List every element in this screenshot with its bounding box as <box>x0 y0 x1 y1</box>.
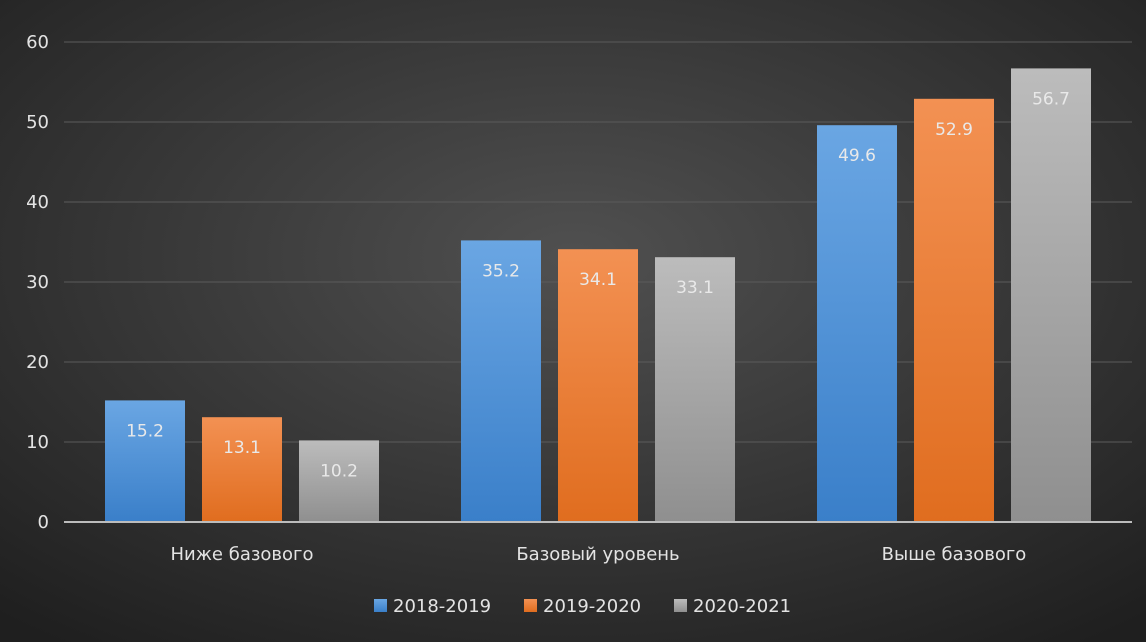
legend-swatch <box>674 599 687 612</box>
data-label: 56.7 <box>1032 89 1070 109</box>
bar <box>914 98 994 523</box>
category-label: Выше базового <box>882 544 1027 565</box>
data-label: 49.6 <box>838 146 876 166</box>
bar <box>461 240 541 522</box>
legend: 2018-2019 2019-2020 2020-2021 <box>374 596 791 617</box>
category-label: Ниже базового <box>170 544 313 565</box>
bar <box>817 125 897 522</box>
y-tick-label: 20 <box>26 352 49 373</box>
y-tick-label: 30 <box>26 272 49 293</box>
data-label: 10.2 <box>320 461 358 481</box>
category-label: Базовый уровень <box>516 544 679 565</box>
bars-layer: 15.2 13.1 10.2 35.2 34.1 33.1 49.6 52.9 56.7 <box>105 68 1091 523</box>
data-label: 13.1 <box>223 438 261 458</box>
bar <box>558 249 638 522</box>
data-label: 34.1 <box>579 270 617 290</box>
y-tick-label: 10 <box>26 432 49 453</box>
legend-label: 2018-2019 <box>393 596 491 617</box>
y-tick-label: 40 <box>26 192 49 213</box>
data-label: 15.2 <box>126 421 164 441</box>
data-label: 52.9 <box>935 120 973 140</box>
data-label: 35.2 <box>482 261 520 281</box>
legend-swatch <box>374 599 387 612</box>
legend-label: 2020-2021 <box>693 596 791 617</box>
axis-layer: 0 10 20 30 40 50 60 Ниже базового Базовый уровен… <box>26 32 1132 565</box>
bar <box>299 440 379 522</box>
bar <box>202 417 282 522</box>
bar <box>1011 68 1091 523</box>
y-tick-label: 60 <box>26 32 49 53</box>
bar <box>655 257 735 522</box>
data-label: 33.1 <box>676 278 714 298</box>
y-tick-label: 0 <box>38 512 49 533</box>
legend-swatch <box>524 599 537 612</box>
legend-label: 2019-2020 <box>543 596 641 617</box>
bar <box>105 400 185 522</box>
y-tick-label: 50 <box>26 112 49 133</box>
